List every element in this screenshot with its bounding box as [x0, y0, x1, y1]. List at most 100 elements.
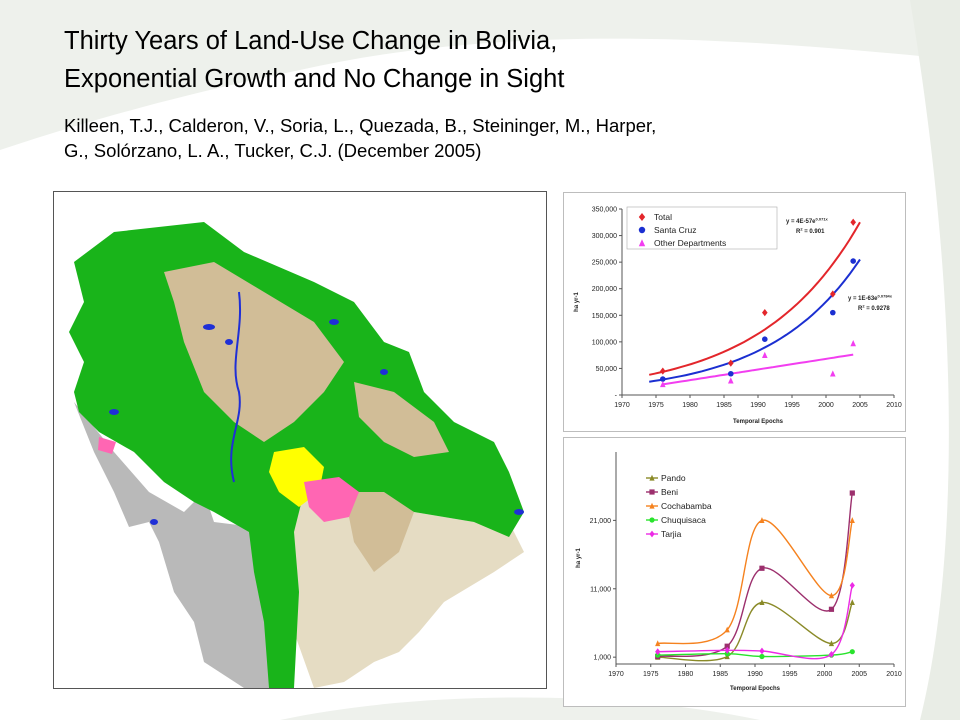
legend-label-beni: Beni	[661, 487, 678, 497]
x-tick-label: 2005	[851, 671, 867, 678]
chart-total-deforestation: - 50,000 100,000 150,000 200,000 250,000 300,0…	[563, 192, 906, 432]
data-point-cochabamba	[849, 517, 855, 523]
y-axis-label: ha yr-1	[576, 548, 582, 568]
fit-line-santa-cruz	[649, 258, 861, 383]
fit-r-squared-value: = 0.901	[803, 229, 826, 235]
chart-department-deforestation-svg: 1,000 11,000 21,000 1970 1975 1980 1985 1990 199…	[576, 452, 902, 692]
map-savanna-patch-east	[354, 382, 449, 457]
x-tick-label: 1970	[608, 671, 624, 678]
data-point-pando	[849, 599, 855, 606]
legend-marker-cochabamba	[649, 502, 655, 509]
map-pink-cleared	[304, 477, 359, 522]
bolivia-land-use-map	[53, 191, 547, 689]
slide-title-line-2: Exponential Growth and No Change in Sigh…	[64, 65, 565, 93]
x-tick-label: 1985	[716, 402, 732, 409]
y-tick-label: -	[615, 393, 618, 400]
legend-label-tarjia: Tarjia	[661, 529, 682, 539]
data-point-santa-cruz	[850, 258, 856, 264]
data-point-total	[850, 218, 856, 226]
legend-label-total: Total	[654, 212, 672, 222]
legend-label-pando: Pando	[661, 473, 686, 483]
fit-r-squared: R2 = 0.9278	[858, 304, 890, 313]
data-point-beni	[724, 643, 730, 649]
x-tick-label: 1990	[750, 402, 766, 409]
legend-marker-beni	[649, 489, 655, 495]
x-tick-label: 2005	[852, 402, 868, 409]
x-tick-label: 1970	[614, 402, 630, 409]
slide-title: Thirty Years of Land-Use Change in Boliv…	[64, 22, 564, 98]
series-line-cochabamba	[657, 519, 853, 645]
series-line-tarjia	[657, 585, 853, 660]
data-point-santa-cruz	[762, 336, 768, 342]
bolivia-land-use-map-image	[69, 222, 524, 688]
data-point-chuquisaca	[849, 649, 855, 655]
fit-r-squared-value: = 0.9278	[865, 306, 891, 312]
map-lake-7	[109, 409, 119, 415]
data-point-chuquisaca	[759, 653, 765, 660]
legend-marker-tarjia	[649, 530, 655, 538]
x-tick-label: 1975	[643, 671, 659, 678]
x-tick-label: 2010	[886, 671, 902, 678]
map-savanna-patch-north	[164, 262, 344, 442]
chart-legend: Pando Beni Cochabamba Chuquisaca Tarjia	[646, 473, 712, 539]
data-point-other-departments	[762, 351, 768, 358]
data-point-pando	[759, 599, 765, 606]
series-line-pando	[657, 601, 853, 662]
x-tick-label: 1985	[712, 671, 728, 678]
fit-r-squared: R2 = 0.901	[796, 227, 825, 236]
x-tick-label: 1980	[682, 402, 698, 409]
legend-label-santa-cruz: Santa Cruz	[654, 225, 697, 235]
x-tick-label: 2000	[818, 402, 834, 409]
y-tick-label: 21,000	[590, 518, 612, 525]
data-point-tarjia	[724, 646, 730, 654]
y-axis-label: ha yr-1	[574, 292, 580, 312]
data-point-tarjia	[828, 651, 835, 658]
fit-r-squared-exponent: 2	[862, 304, 865, 309]
y-tick-label: 300,000	[592, 233, 617, 240]
data-point-chuquisaca	[655, 652, 661, 658]
map-lake-4	[380, 369, 388, 375]
x-tick-label: 1980	[678, 671, 694, 678]
series-line-beni	[657, 492, 853, 658]
author-citation: Killeen, T.J., Calderon, V., Soria, L., …	[64, 113, 656, 163]
data-point-beni	[849, 490, 855, 496]
fit-equation-exponent: 0.071x	[816, 217, 829, 222]
data-point-beni	[828, 606, 835, 612]
map-lake-6	[514, 509, 524, 515]
data-point-tarjia	[759, 647, 765, 655]
data-point-santa-cruz	[660, 376, 666, 382]
fit-line-other-departments	[662, 353, 854, 386]
legend-label-chuquisaca: Chuquisaca	[661, 515, 706, 525]
y-tick-label: 100,000	[592, 339, 617, 346]
chart-total-deforestation-svg: - 50,000 100,000 150,000 200,000 250,000 300,0…	[574, 207, 902, 426]
y-tick-label: 350,000	[592, 207, 617, 214]
map-chaco-region	[284, 492, 524, 688]
data-point-other-departments	[660, 380, 666, 388]
data-point-cochabamba	[655, 640, 661, 647]
legend-marker-other-departments	[638, 239, 646, 247]
data-point-cochabamba	[724, 626, 730, 633]
fit-equation: y = 1E-63e0.0784x	[848, 294, 893, 303]
legend-marker-total	[638, 213, 646, 221]
data-point-total	[830, 290, 836, 298]
y-tick-label: 11,000	[590, 586, 611, 593]
map-lake-3	[329, 319, 339, 325]
map-lake-2	[225, 339, 233, 345]
legend-marker-santa-cruz	[638, 226, 646, 234]
map-pink-cleared-west	[98, 437, 116, 454]
y-tick-label: 150,000	[592, 313, 617, 320]
data-point-beni	[759, 565, 765, 571]
background-arc-right	[910, 0, 960, 720]
data-point-santa-cruz	[728, 370, 734, 377]
data-point-pando	[828, 640, 835, 647]
x-axis-label: Temporal Epochs	[730, 686, 781, 692]
fit-equation: y = 4E-57e0.071x	[786, 217, 829, 226]
data-point-santa-cruz	[830, 309, 836, 316]
author-citation-line-1: Killeen, T.J., Calderon, V., Soria, L., …	[64, 115, 657, 136]
map-river	[230, 291, 242, 483]
y-tick-label: 250,000	[592, 260, 617, 267]
author-citation-line-2: G., Solórzano, L. A., Tucker, C.J. (Dece…	[64, 140, 482, 161]
legend-label-other-departments: Other Departments	[654, 238, 726, 248]
data-point-tarjia	[655, 648, 661, 656]
x-axis-label: Temporal Epochs	[733, 419, 784, 425]
